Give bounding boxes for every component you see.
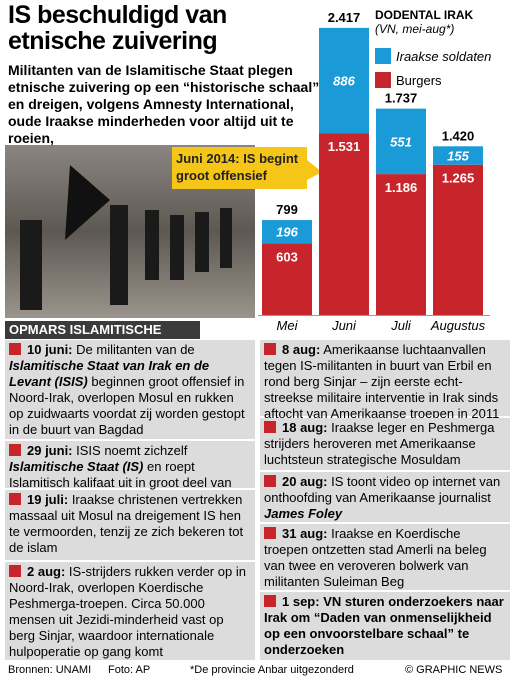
entry-text: De militanten van de <box>76 342 195 357</box>
photo-credit: Foto: AP <box>108 664 151 676</box>
entry-text: Iraakse en Koerdische troepen ontzetten … <box>264 526 487 589</box>
x-tick-label: Juni <box>331 318 357 333</box>
entry-date: 29 juni: <box>27 443 73 458</box>
bar-segment <box>433 146 483 165</box>
timeline-entry: 1 sep: VN sturen onderzoekers naar Irak … <box>260 592 510 660</box>
bullet <box>9 444 21 456</box>
bullet <box>264 343 276 355</box>
total-label: 1.737 <box>385 91 418 106</box>
entry-emphasis: Islamitische Staat (IS) <box>9 459 144 474</box>
callout: Juni 2014: IS begint groot offensief <box>176 151 299 183</box>
entry-date: 8 aug: <box>282 342 321 357</box>
legend-swatch <box>375 48 391 64</box>
entry-strong: VN sturen onderzoekers naar Irak om “Dad… <box>264 594 504 657</box>
bar-segment <box>319 133 369 315</box>
value-label: 1.531 <box>328 139 361 154</box>
total-label: 2.417 <box>328 10 361 25</box>
entry-date: 19 juli: <box>27 492 69 507</box>
value-label: 886 <box>333 73 355 88</box>
bar-segment <box>262 243 312 315</box>
total-label: 1.420 <box>442 128 475 143</box>
intro: Militanten van de Islamitische Staat ple… <box>8 62 320 146</box>
x-tick-label: Juli <box>390 318 412 333</box>
value-label: 551 <box>390 134 412 149</box>
entry-text: Iraakse leger en Peshmerga strijders her… <box>264 420 495 467</box>
credit: © GRAPHIC NEWS <box>405 664 503 676</box>
chart-title: DODENTAL IRAK <box>375 8 474 22</box>
bar-segment <box>319 27 369 134</box>
bar-segment <box>376 174 426 315</box>
timeline-entry: 19 juli: Iraakse christenen vertrekken m… <box>5 490 255 560</box>
entry-date: 31 aug: <box>282 526 328 541</box>
legend-swatch <box>375 72 391 88</box>
entry-date: 10 juni: <box>27 342 73 357</box>
bullet <box>9 343 21 355</box>
callout-box <box>172 147 307 189</box>
entry-text: beginnen groot offensief in Noord-Irak, … <box>9 374 245 437</box>
entry-text: Iraakse christenen vertrekken massaal ui… <box>9 492 244 555</box>
timeline-entry: 18 aug: Iraakse leger en Peshmerga strij… <box>260 418 510 470</box>
timeline-entry: 20 aug: IS toont video op internet van o… <box>260 472 510 522</box>
entry-emphasis: James Foley <box>264 506 343 521</box>
photo-flag <box>65 165 110 240</box>
entry-text: Amerikaanse luchtaanvallen tegen IS-mili… <box>264 342 500 421</box>
value-label: 603 <box>276 249 298 264</box>
entry-date: 18 aug: <box>282 420 328 435</box>
bullet <box>264 527 276 539</box>
bullet <box>264 475 276 487</box>
legend-label: Burgers <box>396 73 442 88</box>
entry-date: 20 aug: <box>282 474 328 489</box>
total-label: 799 <box>276 202 298 217</box>
entry-emphasis: Islamitische Staat van Irak en de Levant… <box>9 358 210 389</box>
x-tick-label: Augustus <box>430 318 486 333</box>
section-title: OPMARS ISLAMITISCHE STAAT <box>5 321 200 355</box>
value-label: 1.186 <box>385 180 418 195</box>
timeline-entry: 2 aug: IS-strijders rukken verder op in … <box>5 562 255 660</box>
bullet <box>264 421 276 433</box>
timeline-entry: 8 aug: Amerikaanse luchtaanvallen tegen … <box>260 340 510 421</box>
value-label: 196 <box>276 225 298 240</box>
timeline-entry: 29 juni: ISIS noemt zichzelf Islamitisch… <box>5 441 255 506</box>
entry-text: IS-strijders rukken verder op in Noord-I… <box>9 564 246 659</box>
entry-text: ISIS noemt zichzelf <box>76 443 188 458</box>
value-label: 1.265 <box>442 171 475 186</box>
timeline-entry: 10 juni: De militanten van de Islamitisc… <box>5 340 255 439</box>
bullet <box>9 493 21 505</box>
callout-pointer <box>307 160 322 180</box>
bullet <box>264 595 276 607</box>
bullet <box>9 565 21 577</box>
sources: Bronnen: UNAMI <box>8 664 92 676</box>
value-label: 155 <box>447 149 469 164</box>
entry-text: IS toont video op internet van onthoofdi… <box>264 474 501 505</box>
entry-date: 1 sep: <box>282 594 320 609</box>
note: *De provincie Anbar uitgezonderd <box>190 664 354 676</box>
x-tick-label: Mei <box>277 318 299 333</box>
photo-figures <box>20 205 232 310</box>
timeline-entry: 31 aug: Iraakse en Koerdische troepen on… <box>260 524 510 590</box>
legend-label: Iraakse soldaten <box>396 49 491 64</box>
bar-segment <box>376 108 426 175</box>
title: IS beschuldigd van etnische zuivering <box>8 1 227 55</box>
chart-subtitle: (VN, mei-aug*) <box>375 22 454 36</box>
entry-date: 2 aug: <box>27 564 66 579</box>
bar-segment <box>262 220 312 244</box>
bar-segment <box>433 164 483 315</box>
